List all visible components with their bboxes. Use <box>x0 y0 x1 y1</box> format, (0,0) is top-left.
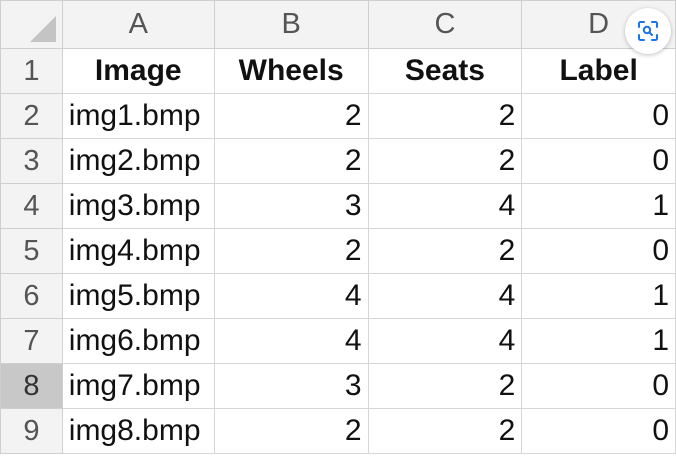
row-header[interactable]: 5 <box>0 228 63 274</box>
row-header[interactable]: 4 <box>0 183 63 229</box>
visual-search-button[interactable] <box>625 8 671 54</box>
cell-wheels[interactable]: 2 <box>213 138 369 184</box>
table-row: 4 img3.bmp 3 4 1 <box>0 183 676 229</box>
cell-label[interactable]: 0 <box>521 408 676 454</box>
table-row: 5 img4.bmp 2 2 0 <box>0 228 676 274</box>
cell-label[interactable]: 0 <box>521 93 676 139</box>
cell-label[interactable]: 0 <box>521 228 676 274</box>
row-header[interactable]: 6 <box>0 273 63 319</box>
row-header[interactable]: 1 <box>0 48 63 94</box>
table-row: 2 img1.bmp 2 2 0 <box>0 93 676 139</box>
cell-seats[interactable]: 2 <box>367 363 523 409</box>
cell-seats[interactable]: 4 <box>367 273 523 319</box>
cell-label[interactable]: 0 <box>521 138 676 184</box>
cell-image[interactable]: img2.bmp <box>61 138 215 184</box>
visual-search-icon <box>638 21 658 41</box>
row-header[interactable]: 3 <box>0 138 63 184</box>
table-row: 8 img7.bmp 3 2 0 <box>0 363 676 409</box>
cell-image[interactable]: img1.bmp <box>61 93 215 139</box>
table-row: 1 Image Wheels Seats Label <box>0 48 676 94</box>
row-header[interactable]: 9 <box>0 408 63 454</box>
cell-seats[interactable]: 2 <box>367 408 523 454</box>
cell-seats[interactable]: 2 <box>367 93 523 139</box>
cell-image[interactable]: img7.bmp <box>61 363 215 409</box>
table-row: 6 img5.bmp 4 4 1 <box>0 273 676 319</box>
column-header-c[interactable]: C <box>367 0 523 49</box>
cell-wheels[interactable]: 4 <box>213 318 369 364</box>
cell-seats[interactable]: 4 <box>367 318 523 364</box>
cell-image[interactable]: img4.bmp <box>61 228 215 274</box>
column-header-a[interactable]: A <box>61 0 215 49</box>
cell-wheels[interactable]: 3 <box>213 363 369 409</box>
select-all-icon <box>29 16 56 42</box>
table-row: 3 img2.bmp 2 2 0 <box>0 138 676 184</box>
row-header[interactable]: 2 <box>0 93 63 139</box>
column-header-row: A B C D <box>0 0 676 49</box>
cell-seats[interactable]: 2 <box>367 228 523 274</box>
cell-label[interactable]: 1 <box>521 318 676 364</box>
cell-image[interactable]: img8.bmp <box>61 408 215 454</box>
cell-header-image[interactable]: Image <box>61 48 215 94</box>
cell-seats[interactable]: 2 <box>367 138 523 184</box>
table-row: 9 img8.bmp 2 2 0 <box>0 408 676 454</box>
cell-label[interactable]: 1 <box>521 273 676 319</box>
table-row: 7 img6.bmp 4 4 1 <box>0 318 676 364</box>
cell-seats[interactable]: 4 <box>367 183 523 229</box>
cell-image[interactable]: img5.bmp <box>61 273 215 319</box>
cell-header-wheels[interactable]: Wheels <box>213 48 369 94</box>
cell-header-label[interactable]: Label <box>521 48 676 94</box>
row-header[interactable]: 7 <box>0 318 63 364</box>
cell-wheels[interactable]: 2 <box>213 408 369 454</box>
cell-wheels[interactable]: 2 <box>213 228 369 274</box>
cell-wheels[interactable]: 4 <box>213 273 369 319</box>
column-header-b[interactable]: B <box>213 0 369 49</box>
cell-header-seats[interactable]: Seats <box>367 48 523 94</box>
cell-image[interactable]: img3.bmp <box>61 183 215 229</box>
cell-wheels[interactable]: 3 <box>213 183 369 229</box>
cell-image[interactable]: img6.bmp <box>61 318 215 364</box>
cell-wheels[interactable]: 2 <box>213 93 369 139</box>
cell-label[interactable]: 1 <box>521 183 676 229</box>
select-all-corner[interactable] <box>0 0 63 49</box>
row-header-selected[interactable]: 8 <box>0 363 63 409</box>
cell-label[interactable]: 0 <box>521 363 676 409</box>
